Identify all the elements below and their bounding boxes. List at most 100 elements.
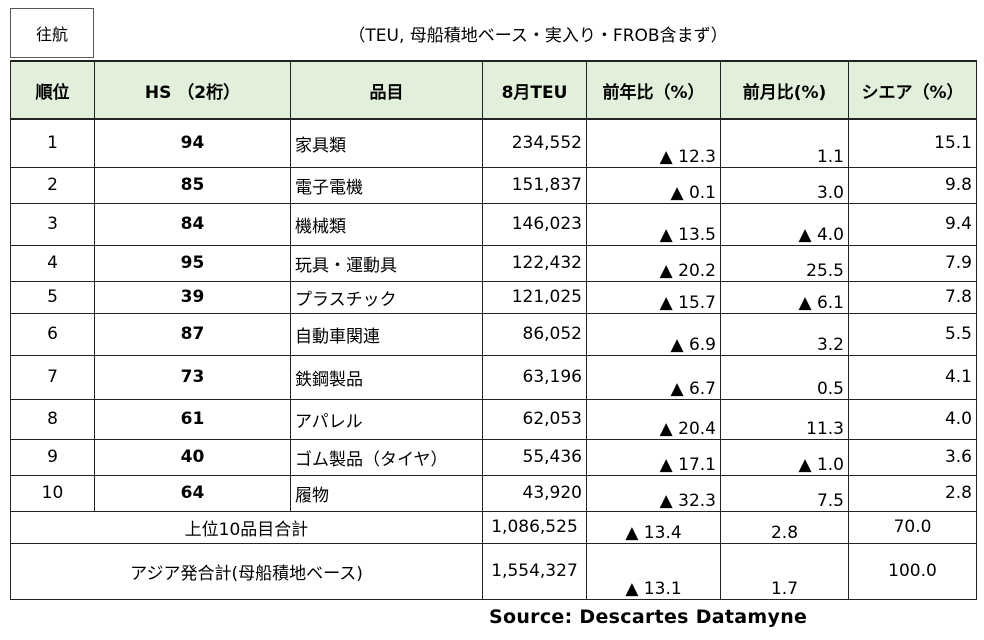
- cell-yoy: ▲ 13.5: [586, 202, 721, 246]
- cell-teu: 55,436: [482, 438, 587, 476]
- cell-hs: 87: [94, 312, 291, 356]
- header-row: 順位 HS （2桁） 品目 8月TEU 前年比（%） 前月比(%) シエア（%）: [10, 60, 977, 120]
- cell-hs: 84: [94, 202, 291, 246]
- cell-teu: 234,552: [482, 118, 587, 168]
- cell-share: 2.8: [848, 474, 977, 512]
- cell-share: 4.1: [848, 354, 977, 400]
- cell-mom: 3.0: [720, 166, 849, 204]
- total-label: 上位10品目合計: [10, 510, 483, 544]
- cell-teu: 121,025: [482, 280, 587, 314]
- cell-rank: 4: [10, 244, 95, 282]
- cell-item: 家具類: [290, 118, 483, 168]
- total-share: 70.0: [848, 510, 977, 544]
- col-header-share: シエア（%）: [848, 60, 977, 120]
- cell-hs: 95: [94, 244, 291, 282]
- cell-rank: 7: [10, 354, 95, 400]
- cell-rank: 3: [10, 202, 95, 246]
- total-row: 上位10品目合計 1,086,525 ▲ 13.4 2.8 70.0: [10, 510, 977, 544]
- col-header-yoy: 前年比（%）: [586, 60, 721, 120]
- cell-mom: 1.1: [720, 118, 849, 168]
- cell-rank: 2: [10, 166, 95, 204]
- cell-mom: ▲ 1.0: [720, 438, 849, 476]
- cell-rank: 10: [10, 474, 95, 512]
- cell-item: 玩具・運動具: [290, 244, 483, 282]
- cell-rank: 1: [10, 118, 95, 168]
- cell-yoy: ▲ 20.2: [586, 244, 721, 282]
- cell-share: 5.5: [848, 312, 977, 356]
- total-teu: 1,086,525: [482, 510, 587, 544]
- cell-rank: 6: [10, 312, 95, 356]
- cell-mom: 25.5: [720, 244, 849, 282]
- table-row: 9 40 ゴム製品（タイヤ） 55,436 ▲ 17.1 ▲ 1.0 3.6: [10, 438, 977, 476]
- cell-teu: 146,023: [482, 202, 587, 246]
- table-row: 4 95 玩具・運動具 122,432 ▲ 20.2 25.5 7.9: [10, 244, 977, 282]
- cell-yoy: ▲ 15.7: [586, 280, 721, 314]
- table-row: 6 87 自動車関連 86,052 ▲ 6.9 3.2 5.5: [10, 312, 977, 356]
- cell-share: 15.1: [848, 118, 977, 168]
- cell-hs: 61: [94, 398, 291, 440]
- cell-teu: 122,432: [482, 244, 587, 282]
- col-header-mom: 前月比(%): [720, 60, 849, 120]
- cell-item: 電子電機: [290, 166, 483, 204]
- cell-teu: 43,920: [482, 474, 587, 512]
- table-row: 7 73 鉄鋼製品 63,196 ▲ 6.7 0.5 4.1: [10, 354, 977, 400]
- cell-yoy: ▲ 6.7: [586, 354, 721, 400]
- cell-yoy: ▲ 17.1: [586, 438, 721, 476]
- cell-teu: 86,052: [482, 312, 587, 356]
- direction-label: 往航: [10, 8, 94, 58]
- cell-hs: 94: [94, 118, 291, 168]
- cell-hs: 64: [94, 474, 291, 512]
- table-subtitle: （TEU, 母船積地ベース・実入り・FROB含まず）: [348, 25, 728, 46]
- cell-item: 鉄鋼製品: [290, 354, 483, 400]
- table-row: 10 64 履物 43,920 ▲ 32.3 7.5 2.8: [10, 474, 977, 512]
- cell-item: 履物: [290, 474, 483, 512]
- col-header-item: 品目: [290, 60, 483, 120]
- source-credit: Source: Descartes Datamyne: [489, 606, 808, 628]
- cell-teu: 62,053: [482, 398, 587, 440]
- col-header-rank: 順位: [10, 60, 95, 120]
- total-teu: 1,554,327: [482, 542, 587, 600]
- table-row: 2 85 電子電機 151,837 ▲ 0.1 3.0 9.8: [10, 166, 977, 204]
- total-mom: 1.7: [720, 542, 849, 600]
- cell-hs: 40: [94, 438, 291, 476]
- ranking-table: 順位 HS （2桁） 品目 8月TEU 前年比（%） 前月比(%) シエア（%）…: [10, 60, 977, 600]
- cell-yoy: ▲ 0.1: [586, 166, 721, 204]
- cell-share: 3.6: [848, 438, 977, 476]
- cell-share: 9.8: [848, 166, 977, 204]
- cell-rank: 8: [10, 398, 95, 440]
- cell-mom: 3.2: [720, 312, 849, 356]
- page-header: 往航 （TEU, 母船積地ベース・実入り・FROB含まず）: [10, 8, 976, 58]
- cell-item: ゴム製品（タイヤ）: [290, 438, 483, 476]
- cell-item: 自動車関連: [290, 312, 483, 356]
- cell-yoy: ▲ 20.4: [586, 398, 721, 440]
- cell-mom: 0.5: [720, 354, 849, 400]
- col-header-hs: HS （2桁）: [94, 60, 291, 120]
- cell-yoy: ▲ 12.3: [586, 118, 721, 168]
- cell-rank: 9: [10, 438, 95, 476]
- cell-item: アパレル: [290, 398, 483, 440]
- total-yoy: ▲ 13.4: [586, 510, 721, 544]
- cell-rank: 5: [10, 280, 95, 314]
- table-row: 3 84 機械類 146,023 ▲ 13.5 ▲ 4.0 9.4: [10, 202, 977, 246]
- table-row: 8 61 アパレル 62,053 ▲ 20.4 11.3 4.0: [10, 398, 977, 440]
- total-label: アジア発合計(母船積地ベース): [10, 542, 483, 600]
- cell-mom: 11.3: [720, 398, 849, 440]
- total-row: アジア発合計(母船積地ベース) 1,554,327 ▲ 13.1 1.7 100…: [10, 542, 977, 600]
- table-row: 1 94 家具類 234,552 ▲ 12.3 1.1 15.1: [10, 118, 977, 168]
- total-mom: 2.8: [720, 510, 849, 544]
- cell-mom: ▲ 4.0: [720, 202, 849, 246]
- table-row: 5 39 プラスチック 121,025 ▲ 15.7 ▲ 6.1 7.8: [10, 280, 977, 314]
- cell-mom: 7.5: [720, 474, 849, 512]
- total-yoy: ▲ 13.1: [586, 542, 721, 600]
- cell-share: 7.9: [848, 244, 977, 282]
- cell-yoy: ▲ 32.3: [586, 474, 721, 512]
- cell-share: 7.8: [848, 280, 977, 314]
- cell-share: 4.0: [848, 398, 977, 440]
- cell-hs: 73: [94, 354, 291, 400]
- col-header-teu: 8月TEU: [482, 60, 587, 120]
- cell-item: 機械類: [290, 202, 483, 246]
- cell-teu: 63,196: [482, 354, 587, 400]
- cell-mom: ▲ 6.1: [720, 280, 849, 314]
- cell-share: 9.4: [848, 202, 977, 246]
- cell-teu: 151,837: [482, 166, 587, 204]
